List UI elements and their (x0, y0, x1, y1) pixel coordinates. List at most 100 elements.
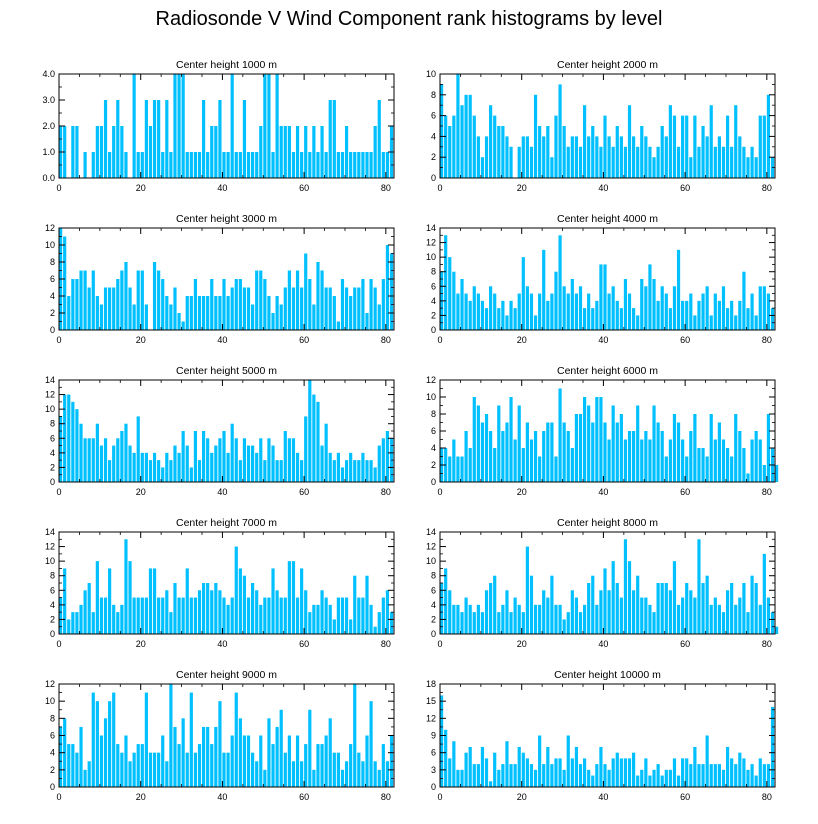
histogram-bar (385, 761, 390, 787)
histogram-bar (444, 729, 448, 787)
histogram-bar (112, 445, 116, 482)
histogram-bar (132, 597, 136, 634)
x-tick-label: 20 (136, 639, 146, 649)
histogram-bar (246, 287, 251, 330)
histogram-bar (562, 286, 566, 330)
histogram-bar (456, 604, 460, 634)
histogram-bar (623, 758, 628, 787)
y-tick-label: 12 (426, 713, 436, 723)
histogram-bar (509, 146, 513, 178)
histogram-bar (505, 136, 509, 178)
histogram-bar (521, 612, 525, 634)
histogram-bar (452, 271, 456, 330)
histogram-bar (385, 245, 390, 330)
histogram-bar (246, 735, 251, 787)
histogram-bar (607, 769, 611, 787)
histogram-bar (173, 287, 177, 330)
histogram-bar (517, 604, 521, 634)
histogram-bar (533, 94, 538, 178)
histogram-bar (157, 460, 161, 482)
histogram-bar (291, 561, 296, 634)
histogram-bar (730, 300, 734, 330)
histogram-bar (116, 100, 120, 178)
histogram-bar (730, 758, 734, 787)
histogram-bar (713, 764, 717, 787)
histogram-bar (312, 304, 316, 330)
x-tick-label: 60 (680, 183, 690, 193)
histogram-bar (501, 300, 505, 330)
histogram-bar (340, 467, 345, 482)
histogram-bar (444, 235, 448, 330)
histogram-bar (210, 590, 214, 634)
histogram-bar (591, 775, 595, 787)
histogram-bar (558, 758, 562, 787)
histogram-bar (754, 315, 758, 330)
histogram-bar (566, 735, 570, 787)
histogram-bar (136, 416, 140, 482)
histogram-bar (312, 604, 316, 634)
histogram-bar (132, 304, 136, 330)
histogram-bar (169, 304, 173, 330)
histogram-bar (259, 126, 263, 178)
histogram-bar (619, 308, 623, 330)
histogram-bar (758, 115, 762, 178)
histogram-bar (161, 279, 165, 330)
histogram-bar (595, 764, 599, 787)
histogram-bar (238, 568, 242, 634)
histogram-bar (255, 761, 259, 787)
histogram-bar (287, 270, 291, 330)
histogram-bar (161, 735, 165, 787)
y-tick-label: 8 (50, 419, 55, 429)
x-tick-label: 60 (299, 792, 309, 802)
y-tick-label: 4 (431, 296, 436, 306)
histogram-bar (717, 422, 721, 482)
x-tick-label: 20 (517, 335, 527, 345)
histogram-bar (201, 100, 206, 178)
histogram-bar (283, 597, 287, 634)
histogram-bar (725, 746, 730, 787)
histogram-bar (615, 752, 619, 787)
y-tick-label: 8 (50, 257, 55, 267)
histogram-bar (234, 279, 238, 330)
histogram-bar (738, 136, 742, 178)
histogram-bar (738, 752, 742, 787)
histogram-bar (574, 597, 579, 634)
histogram-bar (238, 460, 242, 482)
histogram-bar (385, 152, 390, 178)
histogram-bar (582, 308, 587, 330)
histogram-bar (546, 300, 550, 330)
histogram-bar (448, 758, 452, 787)
histogram-bar (554, 115, 558, 178)
histogram-bar (283, 752, 287, 787)
histogram-bar (108, 287, 112, 330)
histogram-bar (497, 769, 501, 787)
histogram-bar (279, 460, 283, 482)
histogram-bar (452, 115, 456, 178)
histogram-bar (509, 397, 513, 482)
histogram-bar (99, 597, 104, 634)
histogram-bar (599, 590, 603, 634)
histogram-bar (271, 313, 275, 330)
histogram-bar (242, 735, 247, 787)
histogram-bar (59, 597, 63, 634)
histogram-bar (734, 604, 738, 634)
histogram-bar (181, 321, 185, 330)
histogram-bar (67, 296, 71, 330)
histogram-bar (766, 293, 771, 330)
histogram-bar (222, 431, 226, 482)
histogram-bar (148, 460, 153, 482)
x-tick-label: 60 (680, 639, 690, 649)
histogram-bar (116, 438, 120, 482)
histogram-bar (169, 612, 173, 634)
histogram-bar (177, 74, 181, 178)
y-tick-label: 8 (431, 571, 436, 581)
x-tick-label: 0 (437, 487, 442, 497)
histogram-bar (124, 152, 128, 178)
histogram-bar (681, 597, 685, 634)
histogram-bar (349, 452, 353, 482)
histogram-bar (627, 758, 632, 787)
histogram-bar (255, 590, 259, 634)
histogram-bar (550, 422, 554, 482)
histogram-bar (116, 744, 120, 787)
histogram-bar (230, 287, 234, 330)
